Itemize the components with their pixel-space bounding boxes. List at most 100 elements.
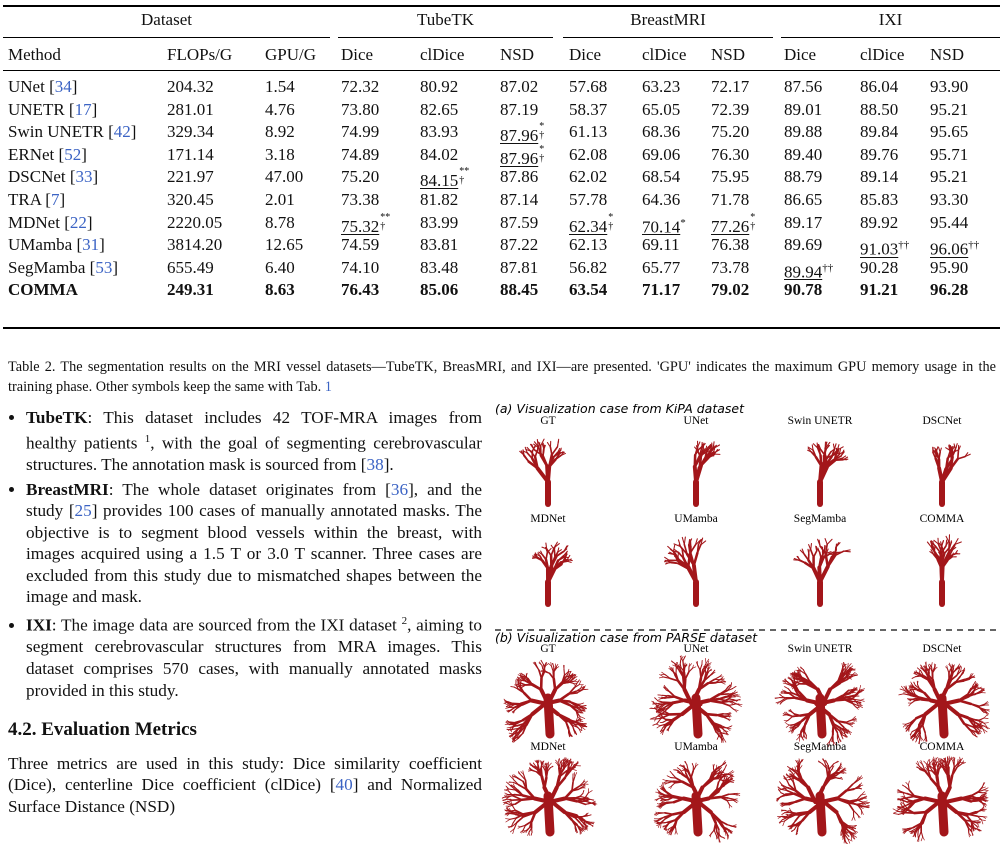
table-cell: 83.81: [420, 235, 458, 255]
cell-value: 76.43: [341, 280, 380, 300]
cell-value: 57.68: [569, 77, 608, 96]
cell-value: 75.95: [711, 167, 750, 187]
cell-value: 84.15: [420, 171, 459, 191]
table-cell: 6.40: [265, 258, 295, 278]
cell-value: 90.28: [860, 257, 899, 277]
cell-value: 87.56: [784, 77, 823, 96]
table-cell: 281.01: [167, 100, 214, 120]
table-rule: [338, 37, 553, 38]
table-cell: 93.30: [930, 190, 968, 210]
method-name: UNETR [17]: [8, 100, 97, 120]
method-label: DSCNet: [923, 643, 963, 655]
text-run: ] provides 100 cases of manually annotat…: [26, 501, 482, 607]
column-header: clDice: [642, 45, 687, 64]
cell-value: 4.76: [265, 99, 295, 119]
table-cell: 1.54: [265, 77, 295, 97]
cell-value: 89.01: [784, 99, 823, 119]
table-cell: 73.78: [711, 258, 749, 278]
cell-value: 87.81: [500, 257, 539, 277]
cell-value: 86.04: [860, 77, 899, 96]
cell-value: 79.02: [711, 280, 750, 300]
cell-value: 89.88: [784, 122, 823, 142]
cell-value: 47.00: [265, 167, 304, 187]
text-run: ].: [383, 454, 394, 474]
table-cell: 72.32: [341, 77, 379, 97]
vessel-render: [649, 655, 743, 744]
section-heading: 4.2. Evaluation Metrics: [8, 719, 197, 741]
cell-value: 204.32: [167, 77, 214, 96]
cell-value: 61.13: [569, 122, 608, 142]
cell-value: 95.71: [930, 144, 969, 164]
table-rule: [781, 37, 1000, 38]
table-cell: 95.71: [930, 145, 968, 165]
vessel-render: [807, 441, 849, 507]
cell-value: 70.14: [642, 217, 681, 237]
cell-value: 62.34: [569, 216, 608, 236]
cell-value: 65.05: [642, 99, 681, 119]
text-run: : This dataset includes 42 TOF-MRA image…: [26, 408, 482, 453]
significance-marks: ** †: [380, 212, 390, 231]
table-cell: 75.95: [711, 167, 749, 187]
text-run: ]: [91, 99, 98, 119]
method-label: GT: [540, 643, 555, 655]
table-cell: 83.48: [420, 258, 458, 278]
table-cell: 57.78: [569, 190, 607, 210]
table-cell: 95.65: [930, 122, 968, 142]
cell-value: 87.86: [500, 167, 539, 187]
table-cell: 93.90: [930, 77, 968, 97]
text-column: TubeTK: This dataset includes 42 TOF-MRA…: [8, 407, 482, 818]
sup-mark: ††: [968, 239, 980, 252]
vessel-render: [653, 760, 741, 843]
cell-value: 3814.20: [167, 235, 223, 255]
table-cell: 89.69: [784, 235, 822, 255]
cell-value: 8.78: [265, 212, 295, 232]
vessel-render: [898, 661, 990, 745]
sub-mark: †: [539, 152, 545, 164]
method-name: DSCNet [33]: [8, 167, 98, 187]
text-run: ] and Normalized Surface Distance (NSD): [8, 775, 482, 816]
table-cell: 88.50: [860, 100, 898, 120]
table-cell: 70.14*: [642, 213, 686, 238]
cell-value: 88.45: [500, 280, 539, 300]
significance-marks: * †: [539, 144, 545, 164]
table-cell: 82.65: [420, 100, 458, 120]
citation: 52: [64, 144, 82, 164]
cell-value: 95.21: [930, 167, 969, 187]
cell-value: 77.26: [711, 216, 750, 236]
table-cell: 62.02: [569, 167, 607, 187]
method-label: UNet: [684, 415, 710, 427]
table-cell: 75.20: [341, 167, 379, 187]
dataset-item: TubeTK: This dataset includes 42 TOF-MRA…: [26, 407, 482, 476]
cell-value: 74.99: [341, 122, 380, 142]
cell-value: 85.06: [420, 280, 459, 300]
table-cell: 88.79: [784, 167, 822, 187]
column-header: NSD: [711, 45, 746, 64]
cell-value: 89.94: [784, 262, 823, 282]
table-cell: 69.11: [642, 235, 680, 255]
sup-mark: *: [750, 211, 756, 223]
group-header: TubeTK: [417, 10, 474, 29]
table-cell: 71.17: [642, 280, 680, 300]
cell-value: 62.02: [569, 167, 608, 187]
sup-mark: *: [539, 121, 545, 133]
sup-mark: **: [459, 166, 470, 178]
panel-title: (a) Visualization case from KiPA dataset: [495, 404, 745, 416]
cell-value: 329.34: [167, 122, 214, 142]
table-rule: [3, 5, 1000, 7]
sub-mark: †: [608, 220, 614, 232]
figure: (a) Visualization case from KiPA dataset…: [495, 404, 1000, 844]
text-run: ]: [81, 144, 87, 164]
table-cell: 221.97: [167, 167, 214, 187]
table-cell: 95.21: [930, 100, 968, 120]
table-cell: 89.88: [784, 122, 822, 142]
cell-value: 83.93: [420, 122, 459, 142]
table-cell: 87.59: [500, 213, 538, 233]
table-cell: 85.06: [420, 280, 458, 300]
cell-value: 12.65: [265, 235, 304, 255]
vessel-render: [663, 536, 707, 607]
text-run: ]: [99, 235, 105, 255]
text-run: UNETR [: [8, 99, 75, 119]
table-cell: 62.13: [569, 235, 607, 255]
table-cell: 74.99: [341, 122, 379, 142]
table-cell: 64.36: [642, 190, 680, 210]
